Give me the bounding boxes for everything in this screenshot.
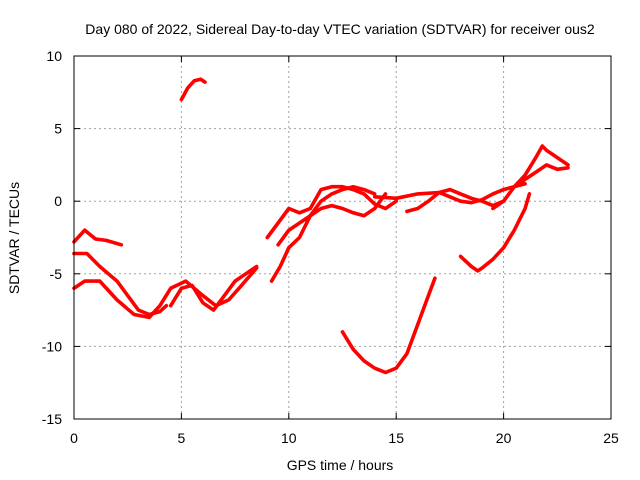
- x-tick-label: 15: [388, 430, 404, 446]
- series-trace-4: [168, 264, 259, 312]
- series-trace-13: [491, 144, 570, 211]
- series-trace-2: [72, 251, 169, 317]
- y-tick-label: 10: [46, 48, 62, 64]
- tick-layer: 0 5 10 15 20 25 -15 -10 -5 0 5 10: [42, 48, 619, 446]
- series-trace-8: [276, 192, 388, 247]
- y-tick-label: 0: [54, 193, 62, 209]
- grid-layer: [74, 56, 611, 419]
- series-trace-14: [512, 163, 570, 189]
- series-layer: [72, 77, 570, 375]
- y-tick-label: 5: [54, 121, 62, 137]
- chart-title: Day 080 of 2022, Sidereal Day-to-day VTE…: [85, 21, 595, 37]
- x-tick-label: 20: [496, 430, 512, 446]
- series-trace-10: [372, 182, 527, 205]
- series-trace-9: [340, 276, 437, 375]
- plot-frame: [73, 55, 612, 420]
- series-trace-6: [265, 184, 399, 240]
- y-tick-label: -15: [42, 411, 62, 427]
- series-trace-7: [269, 184, 377, 283]
- y-axis-label: SDTVAR / TECUs: [6, 182, 22, 294]
- series-trace-11: [405, 187, 506, 214]
- x-tick-label: 10: [281, 430, 297, 446]
- x-axis-label: GPS time / hours: [287, 457, 394, 473]
- series-trace-5: [179, 77, 207, 102]
- y-tick-label: -10: [42, 338, 62, 354]
- x-tick-label: 5: [178, 430, 186, 446]
- series-trace-12: [458, 192, 532, 273]
- y-tick-label: -5: [50, 266, 63, 282]
- x-tick-label: 0: [70, 430, 78, 446]
- series-trace-3: [72, 266, 259, 320]
- x-tick-label: 25: [603, 430, 619, 446]
- series-trace-1: [72, 228, 124, 247]
